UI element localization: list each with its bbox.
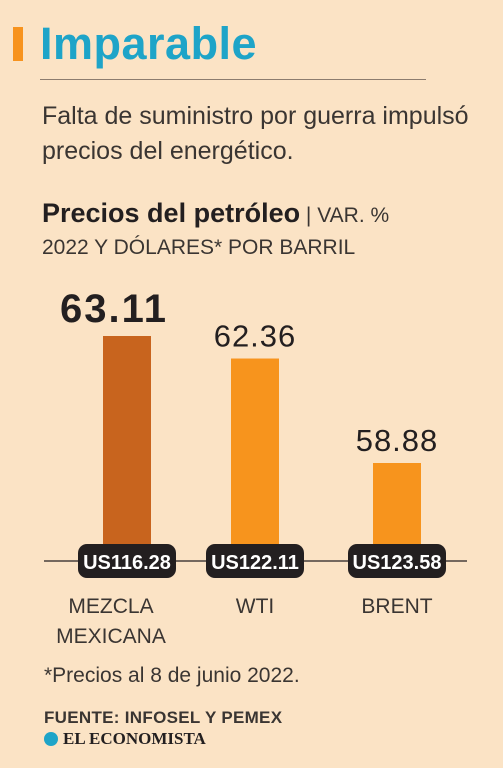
price-pill-2 xyxy=(348,544,446,578)
price-pills-group: US116.28 US122.11 US123.58 xyxy=(78,544,446,578)
category-label-1-0: WTI xyxy=(236,595,274,618)
chart-heading-separator: | xyxy=(300,204,318,227)
accent-bar xyxy=(13,27,23,61)
title-divider xyxy=(40,79,426,80)
category-label-0-0: MEZCLA xyxy=(68,595,153,618)
chart-heading: Precios del petróleo | VAR. % 2022 Y DÓL… xyxy=(42,196,492,263)
brand-logo-icon xyxy=(44,732,58,746)
price-pill-0 xyxy=(78,544,176,578)
price-pill-1 xyxy=(206,544,304,578)
chart-heading-line2: 2022 Y DÓLARES* POR BARRIL xyxy=(42,236,356,259)
chart-title: Precios del petróleo xyxy=(42,198,301,228)
category-label-0-1: MEXICANA xyxy=(56,625,166,648)
value-label-0: 63.11 xyxy=(60,287,168,331)
brand: EL ECONOMISTA xyxy=(44,729,206,749)
page-title: Imparable xyxy=(40,18,258,69)
value-label-2: 58.88 xyxy=(356,423,439,458)
price-label-2: US123.58 xyxy=(353,552,442,574)
price-label-1: US122.11 xyxy=(211,552,299,574)
value-label-1: 62.36 xyxy=(214,319,297,354)
source-text: FUENTE: INFOSEL Y PEMEX xyxy=(44,708,283,727)
bars-group: 63.11 62.36 58.88 xyxy=(60,287,439,561)
category-label-2-0: BRENT xyxy=(361,595,432,618)
category-labels-group: MEZCLA MEXICANA WTI BRENT xyxy=(56,595,433,648)
bar-1 xyxy=(231,358,279,561)
brand-name: EL ECONOMISTA xyxy=(63,729,206,748)
bar-0 xyxy=(103,336,151,561)
price-label-0: US116.28 xyxy=(83,552,171,574)
subtitle: Falta de suministro por guerra impulsó p… xyxy=(42,102,469,165)
chart-heading-unit: VAR. % xyxy=(317,204,390,227)
footnote: *Precios al 8 de junio 2022. xyxy=(44,664,300,687)
